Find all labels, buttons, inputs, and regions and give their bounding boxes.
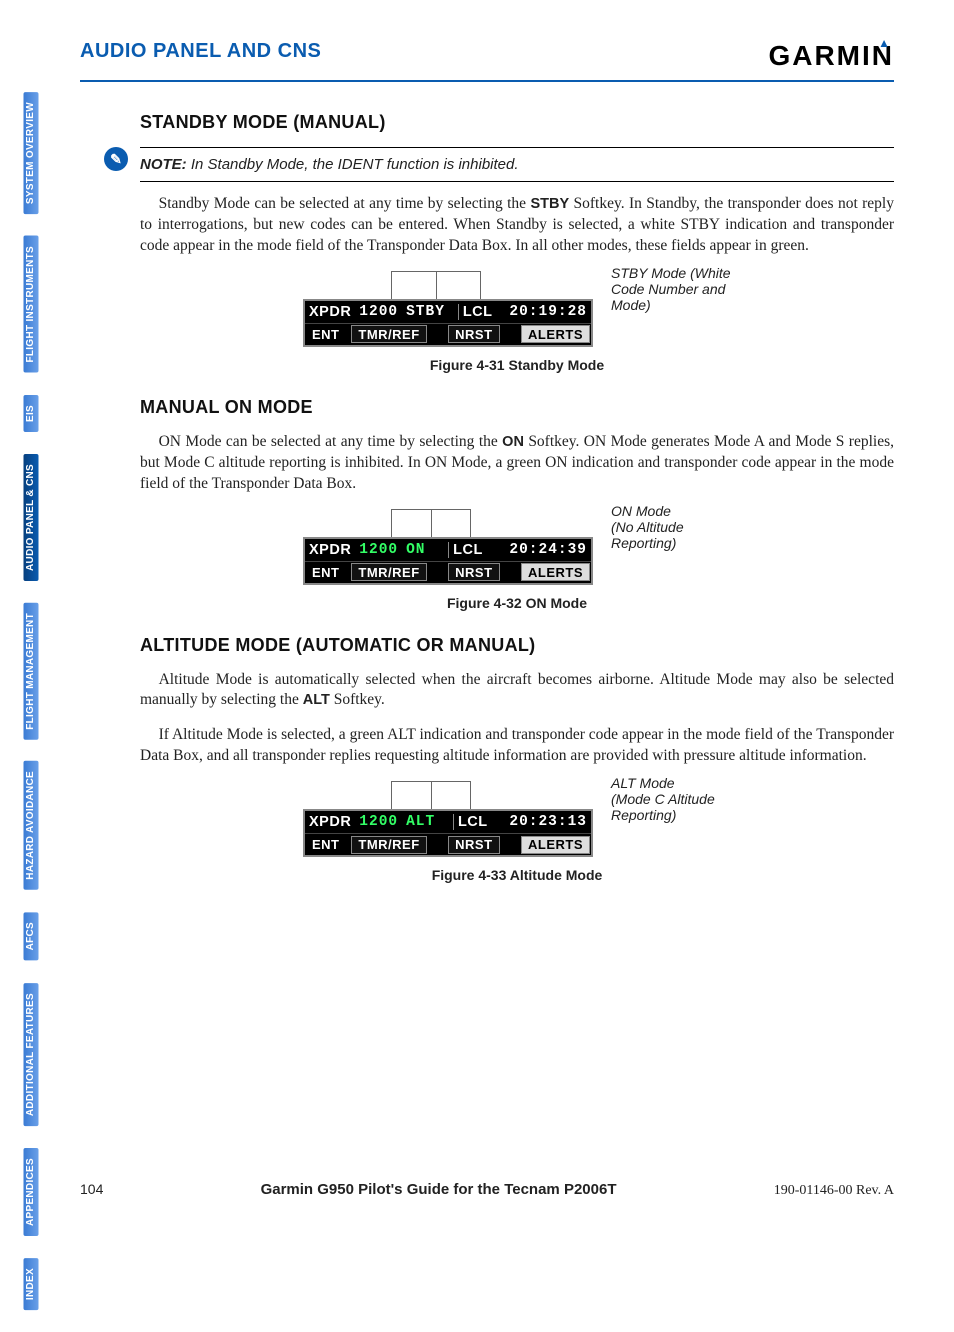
callout-alt: ALT Mode (Mode C Altitude Reporting) (611, 775, 731, 823)
nav-tabs: SYSTEM OVERVIEW FLIGHT INSTRUMENTS EIS AUDI… (24, 92, 54, 1332)
onmode-heading: MANUAL ON MODE (140, 397, 894, 418)
softkey: NRST (448, 325, 499, 343)
onmode-paragraph: ON Mode can be selected at any time by s… (140, 432, 894, 495)
softkey: ENT (306, 325, 346, 343)
page-footer: 104 Garmin G950 Pilot's Guide for the Te… (80, 1181, 894, 1199)
xpdr-label: XPDR (305, 542, 355, 558)
callout-standby: STBY Mode (White Code Number and Mode) (611, 265, 731, 313)
transponder-display-standby: XPDR1200STBY LCL 20:19:28 ENT TMR/REF NRST ALE… (303, 299, 593, 347)
note-row: ✎ NOTE: In Standby Mode, the IDENT funct… (104, 147, 894, 182)
softkey-ref: ON (502, 434, 524, 450)
footer-rev: 190-01146-00 Rev. A (774, 1183, 894, 1199)
text: Softkey. (330, 691, 385, 708)
garmin-logo: GARMIN (768, 40, 894, 72)
footer-title: Garmin G950 Pilot's Guide for the Tecnam… (261, 1181, 617, 1198)
standby-paragraph: Standby Mode can be selected at any time… (140, 194, 894, 257)
page-header: AUDIO PANEL AND CNS GARMIN (80, 40, 894, 72)
text: Standby Mode can be selected at any time… (159, 195, 531, 212)
xpdr-label: XPDR (305, 814, 355, 830)
nav-tab[interactable]: FLIGHT MANAGEMENT (24, 603, 39, 740)
note-text: In Standby Mode, the IDENT function is i… (191, 156, 519, 173)
note-box: NOTE: In Standby Mode, the IDENT functio… (140, 147, 894, 182)
softkey: ALERTS (521, 325, 590, 343)
figure-standby: XPDR1200STBY LCL 20:19:28 ENT TMR/REF NRST ALE… (140, 271, 894, 373)
xpdr-time: 20:19:28 (505, 304, 591, 320)
xpdr-code: 1200 (355, 814, 402, 830)
softkey: TMR/REF (351, 836, 426, 854)
nav-tab[interactable]: EIS (24, 395, 39, 432)
section-title: AUDIO PANEL AND CNS (80, 40, 321, 63)
figcaption-standby: Figure 4-31 Standby Mode (140, 357, 894, 373)
figcaption-alt: Figure 4-33 Altitude Mode (140, 867, 894, 883)
figure-on: XPDR1200ON LCL 20:24:39 ENT TMR/REF NRST ALERT… (140, 509, 894, 611)
nav-tab[interactable]: INDEX (24, 1258, 39, 1310)
figcaption-on: Figure 4-32 ON Mode (140, 595, 894, 611)
softkey: ENT (306, 836, 346, 854)
softkey-ref: ALT (303, 692, 330, 708)
callout-on: ON Mode (No Altitude Reporting) (611, 503, 731, 551)
text: ON Mode can be selected at any time by s… (159, 433, 503, 450)
lcl-label: LCL (453, 814, 492, 830)
nav-tab[interactable]: FLIGHT INSTRUMENTS (24, 236, 39, 373)
nav-tab[interactable]: AUDIO PANEL & CNS (24, 454, 39, 581)
nav-tab[interactable]: ADDITIONAL FEATURES (24, 983, 39, 1126)
page-number: 104 (80, 1181, 103, 1197)
nav-tab[interactable]: APPENDICES (24, 1148, 39, 1236)
softkey: NRST (448, 563, 499, 581)
figure-alt: XPDR1200ALT LCL 20:23:13 ENT TMR/REF NRST ALER… (140, 781, 894, 883)
xpdr-code: 1200 (355, 304, 402, 320)
softkey: ALERTS (521, 563, 590, 581)
nav-tab[interactable]: HAZARD AVOIDANCE (24, 761, 39, 890)
lcl-label: LCL (448, 542, 487, 558)
xpdr-mode: STBY (402, 304, 449, 320)
softkey: ALERTS (521, 836, 590, 854)
xpdr-label: XPDR (305, 304, 355, 320)
header-rule (80, 80, 894, 82)
altmode-paragraph-2: If Altitude Mode is selected, a green AL… (140, 725, 894, 767)
transponder-display-on: XPDR1200ON LCL 20:24:39 ENT TMR/REF NRST ALERT… (303, 537, 593, 585)
softkey: ENT (306, 563, 346, 581)
softkey: TMR/REF (351, 325, 426, 343)
note-label: NOTE: (140, 156, 187, 173)
altmode-paragraph-1: Altitude Mode is automatically selected … (140, 670, 894, 712)
nav-tab[interactable]: SYSTEM OVERVIEW (24, 92, 39, 214)
softkey: NRST (448, 836, 499, 854)
softkey-ref: STBY (530, 196, 569, 212)
note-icon: ✎ (104, 147, 128, 171)
transponder-display-alt: XPDR1200ALT LCL 20:23:13 ENT TMR/REF NRST ALER… (303, 809, 593, 857)
xpdr-code: 1200 (355, 542, 402, 558)
xpdr-time: 20:24:39 (505, 542, 591, 558)
xpdr-mode: ALT (402, 814, 439, 830)
altmode-heading: ALTITUDE MODE (AUTOMATIC OR MANUAL) (140, 635, 894, 656)
softkey: TMR/REF (351, 563, 426, 581)
nav-tab[interactable]: AFCS (24, 912, 39, 960)
standby-heading: STANDBY MODE (MANUAL) (140, 112, 894, 133)
xpdr-time: 20:23:13 (505, 814, 591, 830)
text: Altitude Mode is automatically selected … (140, 671, 894, 709)
lcl-label: LCL (458, 304, 497, 320)
xpdr-mode: ON (402, 542, 429, 558)
